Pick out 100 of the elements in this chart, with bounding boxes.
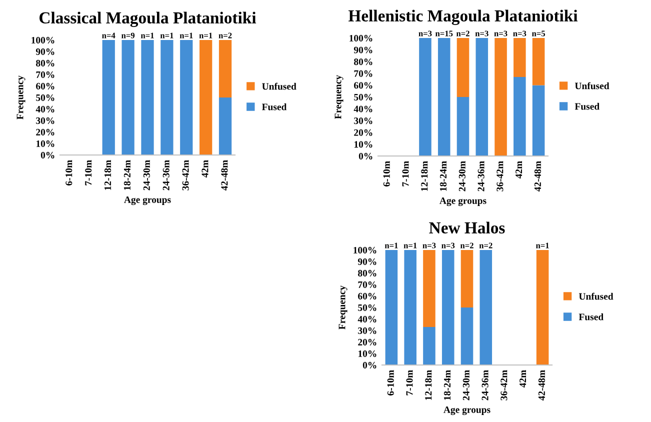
annotation: n=1 (140, 32, 154, 38)
bar (419, 38, 432, 156)
annotation: n=3 (442, 242, 455, 248)
bar (536, 250, 549, 365)
y-tick-label: 70% (358, 281, 376, 288)
y-tick-label: 10% (358, 350, 376, 357)
x-tick-label: 42m (520, 370, 526, 388)
bar (385, 250, 398, 365)
y-tick-label: 50% (354, 94, 372, 100)
x-tick-label: 36-42m (500, 370, 508, 400)
legend-label: Unfused (578, 292, 614, 300)
annotation: n=1 (180, 32, 193, 38)
x-tick-label: 6-10m (383, 161, 390, 186)
y-tick-label: 20% (358, 338, 376, 346)
y-tick-label: 0% (40, 152, 54, 158)
annotation: n=1 (199, 32, 212, 38)
y-tick-label: 80% (358, 270, 376, 276)
x-tick-label: 42-48m (221, 160, 228, 191)
x-tick-label: 24-30m (462, 370, 470, 400)
y-tick-label: 10% (354, 141, 372, 148)
bar (456, 38, 470, 97)
y-tick-label: 60% (354, 82, 372, 89)
annotation: n=1 (160, 32, 174, 38)
legend-label: Unfused (262, 82, 296, 90)
x-tick-label: 7-10m (85, 160, 92, 186)
annotation: n=3 (422, 242, 436, 248)
y-tick-label: 80% (354, 58, 372, 66)
legend-label: Fused (262, 103, 287, 110)
annotation: n=1 (536, 242, 549, 248)
x-axis-title: Age groups (440, 197, 486, 206)
y-tick-label: 20% (36, 128, 54, 136)
chart-title: Classical Magoula Plataniotiki (40, 12, 256, 28)
bar (460, 250, 474, 308)
y-tick-label: 50% (358, 304, 376, 311)
y-tick-label: 0% (362, 362, 376, 368)
y-tick-label: 60% (36, 82, 54, 90)
bar (442, 250, 454, 365)
x-tick-label: 24-36m (478, 161, 484, 192)
annotation: n=1 (384, 242, 398, 248)
annotation: n=3 (494, 30, 508, 36)
bar (514, 38, 526, 77)
y-tick-label: 100% (32, 36, 54, 44)
y-tick-label: 90% (354, 46, 372, 54)
x-tick-label: 12-18m (104, 160, 112, 190)
y-tick-label: 100% (354, 246, 376, 254)
bar (532, 38, 545, 86)
annotation: n=4 (102, 32, 116, 38)
x-tick-label: 18-24m (440, 161, 447, 191)
y-tick-label: 40% (354, 106, 372, 112)
annotation: n=9 (122, 32, 135, 38)
y-tick-label: 70% (36, 71, 54, 78)
annotation: n=2 (479, 242, 492, 248)
legend-label: Fused (574, 102, 600, 110)
annotation: n=5 (532, 30, 546, 36)
y-tick-label: 30% (358, 327, 376, 334)
y-tick-label: 40% (36, 106, 54, 112)
annotation: n=3 (418, 30, 432, 36)
y-tick-label: 90% (36, 48, 54, 55)
x-tick-label: 6-10m (387, 370, 394, 396)
x-tick-label: 42-48m (538, 370, 545, 401)
x-tick-label: 24-30m (143, 160, 150, 190)
x-tick-label: 24-30m (458, 161, 466, 192)
x-axis-title: Age groups (124, 196, 171, 206)
y-axis-title: Frequency (16, 76, 26, 120)
bar (404, 250, 416, 365)
x-tick-label: 24-36m (482, 370, 488, 400)
x-tick-label: 36-42m (496, 161, 504, 192)
legend-label: Unfused (574, 82, 610, 90)
x-tick-label: 12-18m (425, 370, 432, 400)
x-tick-label: 36-42m (182, 160, 189, 190)
annotation: n=1 (404, 242, 417, 248)
y-tick-label: 100% (350, 34, 372, 42)
bar (438, 38, 450, 156)
y-tick-label: 80% (36, 60, 54, 66)
x-tick-label: 42m (202, 160, 208, 178)
y-tick-label: 10% (36, 140, 54, 147)
x-tick-label: 24-36m (162, 160, 170, 190)
annotation: n=2 (218, 32, 232, 38)
legend-label: Fused (578, 313, 604, 320)
annotation: n=15 (435, 30, 453, 36)
bar (423, 250, 436, 328)
bar (476, 38, 488, 156)
bar (532, 85, 545, 156)
annotation: n=2 (460, 242, 474, 248)
bar (423, 327, 436, 365)
y-tick-label: 0% (358, 152, 372, 160)
chart-title: New Halos (429, 222, 505, 234)
bar (494, 38, 507, 156)
x-tick-label: 18-24m (444, 370, 451, 400)
y-axis-title: Frequency (334, 75, 344, 119)
annotation: n=3 (475, 30, 488, 36)
x-tick-label: 42m (516, 161, 522, 179)
y-tick-label: 90% (358, 258, 376, 265)
annotation: n=2 (456, 30, 470, 36)
annotation: n=3 (513, 30, 526, 36)
chart-title: Hellenistic Magoula Plataniotiki (348, 10, 578, 26)
bar (480, 250, 492, 365)
x-tick-label: 7-10m (402, 161, 409, 186)
y-axis-title: Frequency (338, 286, 348, 330)
y-tick-label: 40% (358, 316, 376, 322)
